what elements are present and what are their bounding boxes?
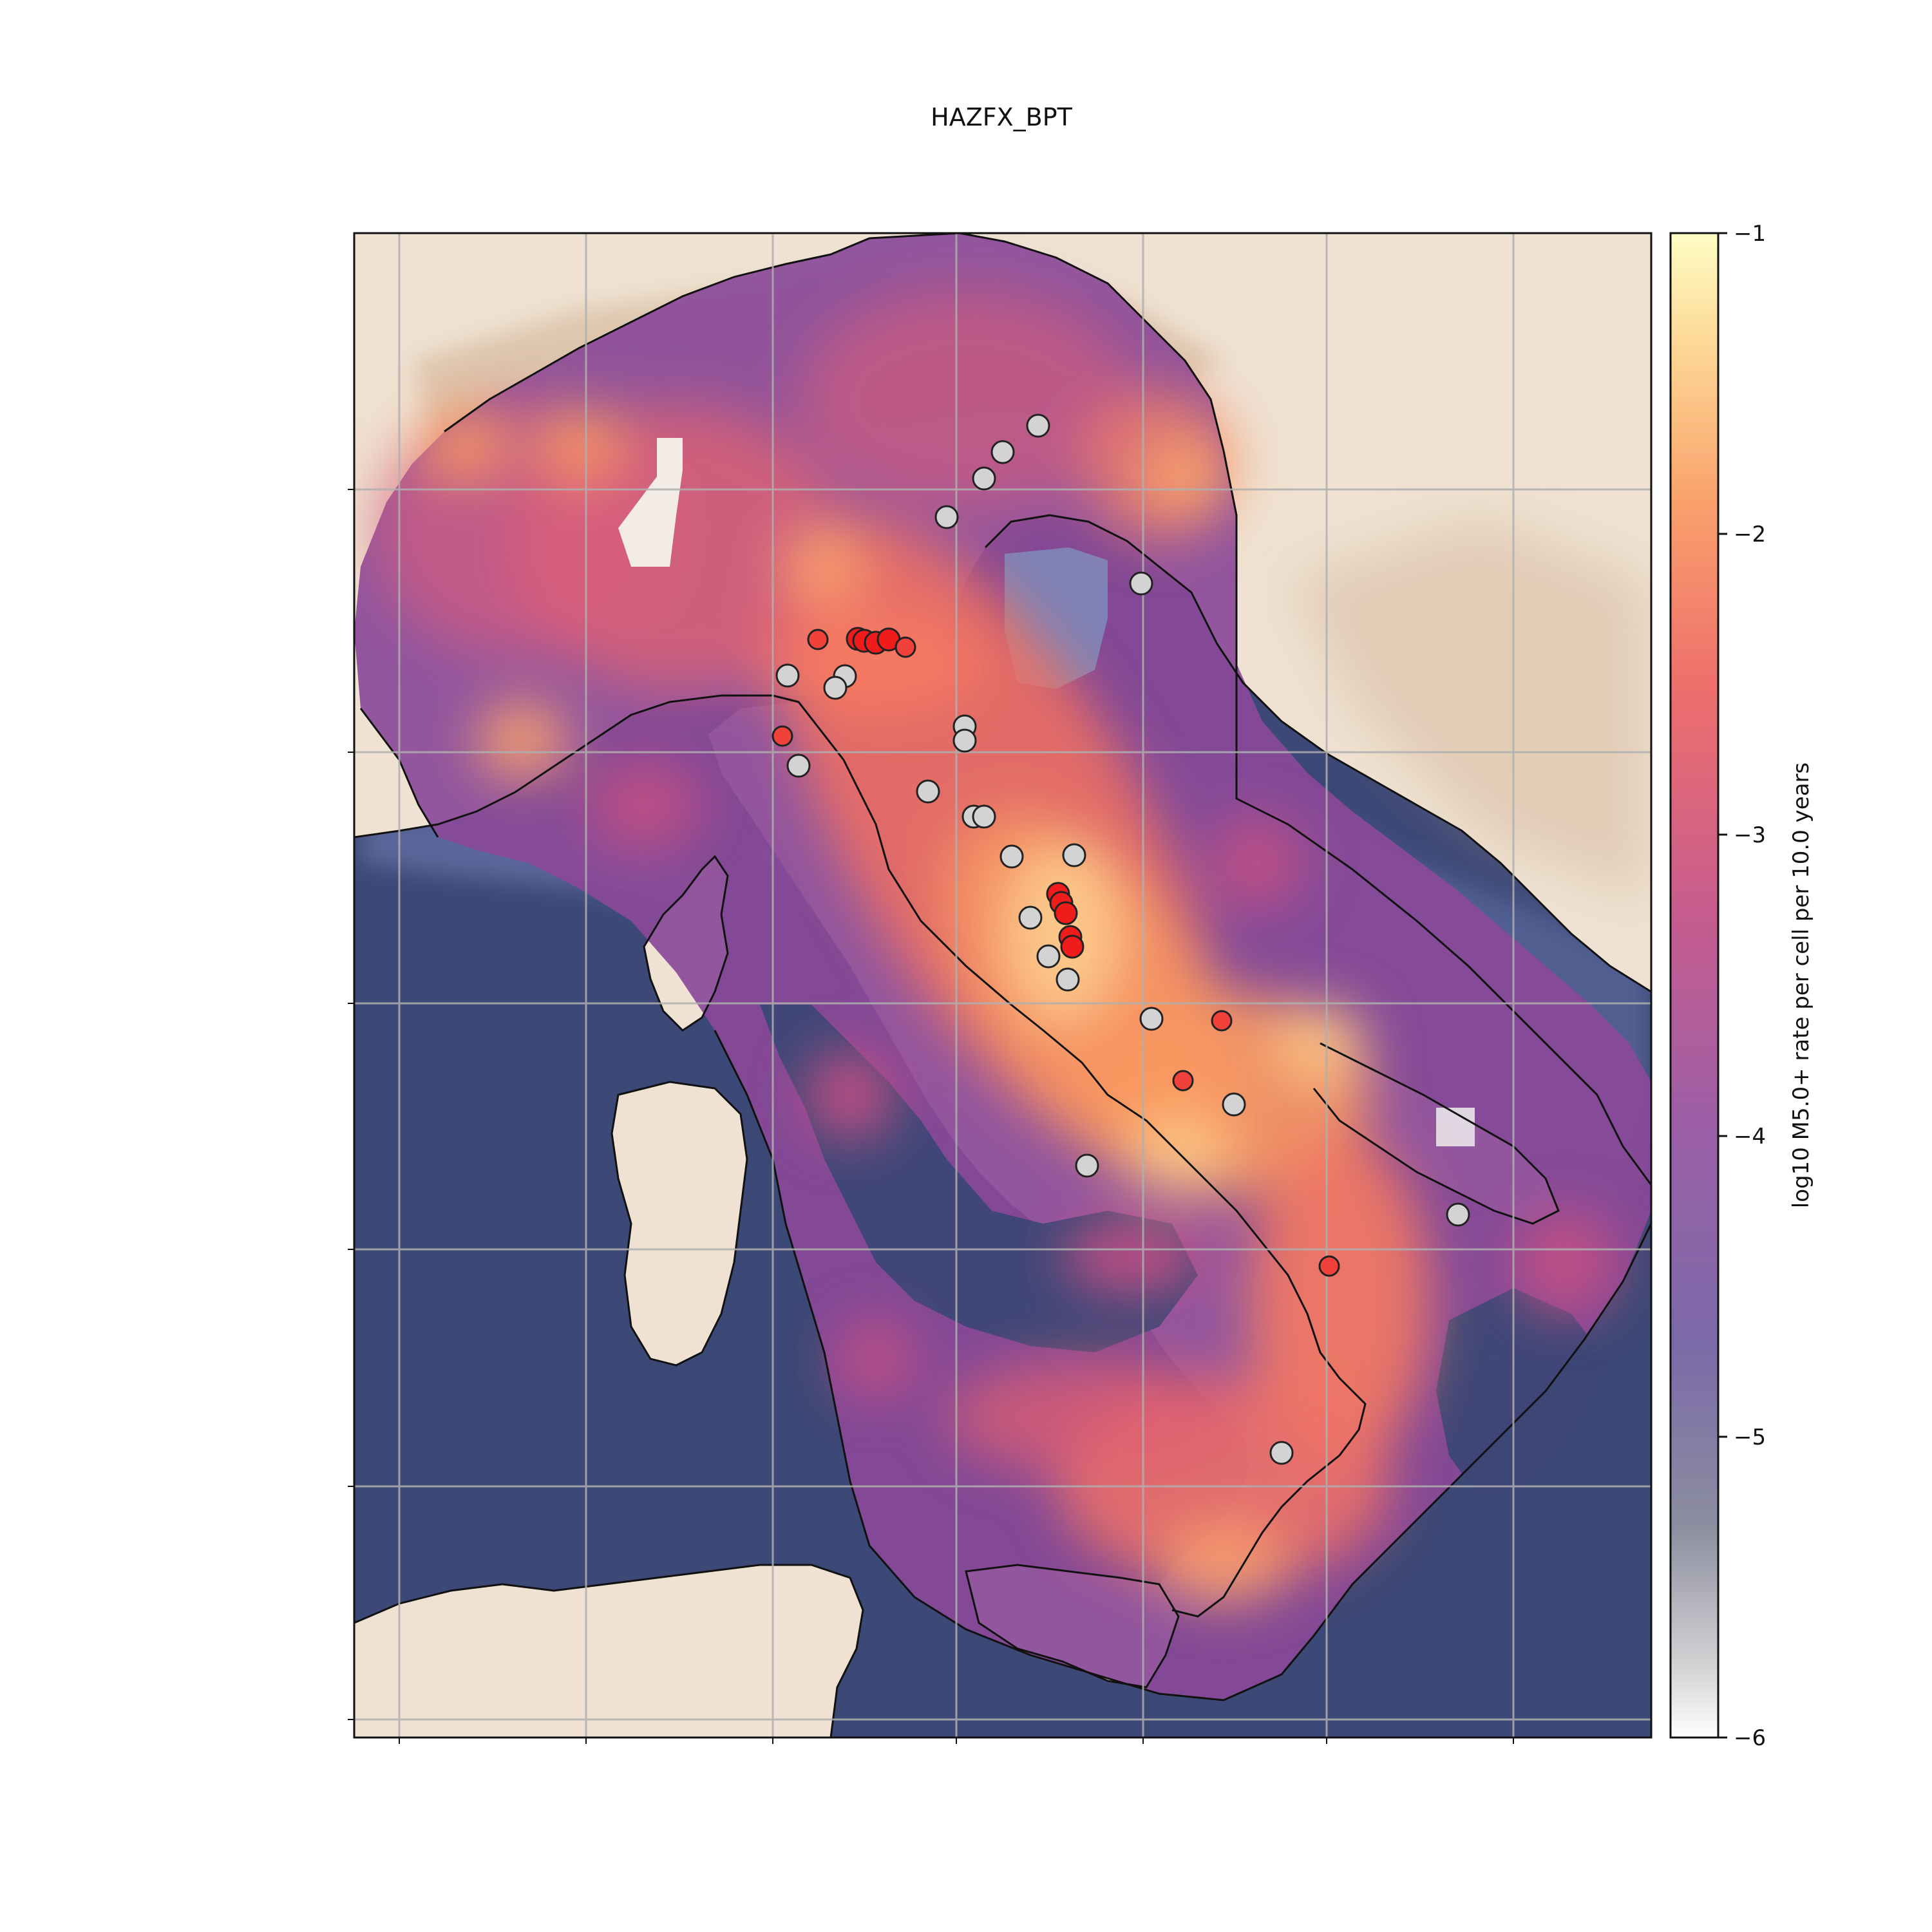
event-marker-gray[interactable] [934, 505, 959, 529]
observed-events [772, 413, 1470, 1465]
event-marker-gray[interactable] [1026, 413, 1050, 438]
axis-ticks [348, 489, 1514, 1744]
event-marker-gray[interactable] [1056, 967, 1080, 992]
land-africa [354, 1565, 863, 1738]
low-value-patch-alps [618, 438, 683, 567]
colorbar-tick-label: −5 [1734, 1425, 1766, 1450]
event-marker-red[interactable] [1172, 1070, 1194, 1092]
event-marker-red[interactable] [895, 636, 916, 658]
event-marker-gray[interactable] [786, 753, 811, 778]
event-marker-gray[interactable] [775, 663, 800, 688]
map-axes[interactable] [354, 233, 1651, 1738]
colorbar-ticks [1718, 232, 1727, 1739]
event-marker-gray[interactable] [952, 728, 977, 753]
map-title: HAZFX_BPT [931, 103, 1072, 131]
event-marker-gray[interactable] [1018, 905, 1043, 930]
colorbar: −1 −2 −3 −4 −5 −6 log10 M5.0+ rate per c… [1669, 221, 1814, 1751]
event-marker-gray[interactable] [1062, 843, 1086, 867]
event-marker-gray[interactable] [1036, 944, 1061, 969]
colorbar-gradient [1669, 232, 1719, 1739]
colorbar-tick-label: −2 [1734, 522, 1766, 547]
coastlines [354, 514, 1651, 1738]
event-marker-red[interactable] [1060, 934, 1084, 959]
event-marker-gray[interactable] [1139, 1007, 1164, 1031]
colorbar-tick-label: −4 [1734, 1124, 1766, 1150]
event-marker-gray[interactable] [1075, 1153, 1099, 1178]
land-sardinia [612, 1082, 747, 1365]
event-marker-red[interactable] [772, 725, 793, 747]
event-marker-red[interactable] [1211, 1010, 1233, 1032]
event-marker-gray[interactable] [823, 676, 848, 700]
event-marker-gray[interactable] [990, 440, 1015, 464]
event-marker-red[interactable] [1054, 901, 1078, 925]
event-marker-gray[interactable] [972, 466, 996, 491]
event-marker-gray[interactable] [1222, 1092, 1246, 1117]
event-marker-gray[interactable] [1129, 571, 1153, 596]
event-marker-red[interactable] [807, 629, 829, 650]
colorbar-label: log10 M5.0+ rate per cell per 10.0 years [1788, 762, 1814, 1208]
map-frame [353, 232, 1653, 1739]
event-marker-gray[interactable] [972, 804, 996, 829]
colorbar-tick-label: −1 [1734, 221, 1766, 247]
event-marker-gray[interactable] [999, 844, 1024, 869]
event-marker-gray[interactable] [1269, 1441, 1294, 1465]
colorbar-tick-label: −3 [1734, 822, 1766, 848]
region-boundary [359, 233, 1651, 1701]
hazard-hotspots [374, 290, 1616, 1604]
balkans-relief [1288, 515, 1649, 902]
event-marker-red[interactable] [1318, 1255, 1340, 1277]
ionian-low [1436, 1288, 1610, 1501]
event-marker-gray[interactable] [916, 779, 940, 804]
map-gridlines [354, 233, 1651, 1738]
event-marker-gray[interactable] [1446, 1202, 1470, 1227]
colorbar-tick-label: −6 [1734, 1725, 1766, 1751]
